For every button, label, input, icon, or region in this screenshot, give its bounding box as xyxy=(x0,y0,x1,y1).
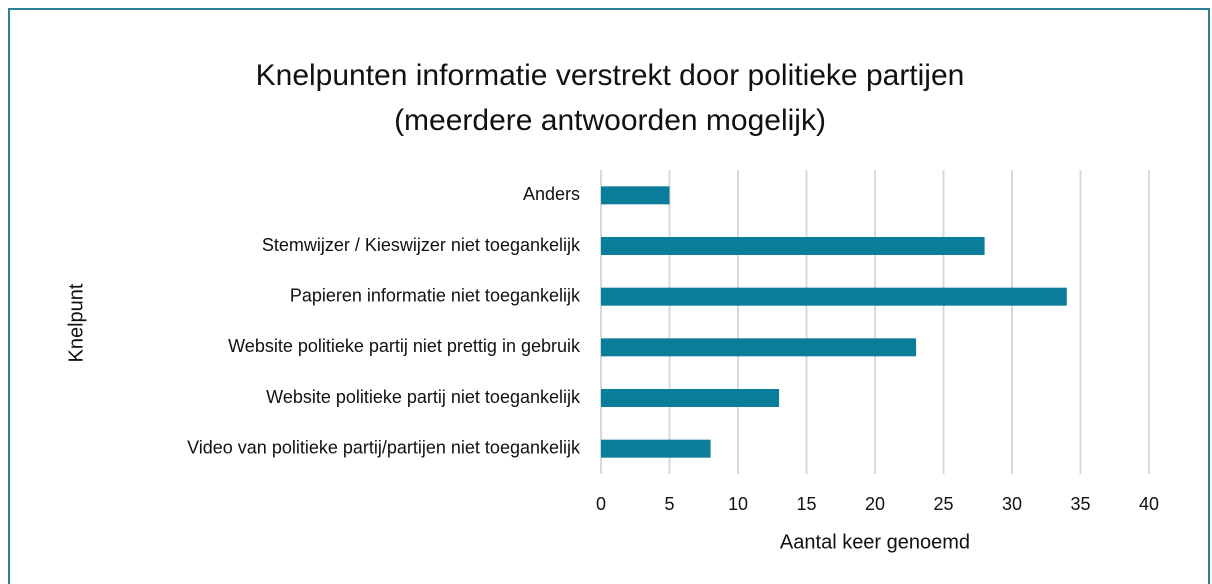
bar xyxy=(601,338,917,357)
y-axis-label: Knelpunt xyxy=(65,283,87,362)
bar xyxy=(601,237,985,255)
x-tick-label: 0 xyxy=(596,494,606,514)
y-tick-label: Website politieke partij niet prettig in… xyxy=(228,336,581,356)
y-tick-label: Video van politieke partij/partijen niet… xyxy=(187,437,581,457)
x-tick-label: 5 xyxy=(664,494,674,514)
y-tick-label: Anders xyxy=(523,184,580,204)
chart-title: Knelpunten informatie verstrekt door pol… xyxy=(256,59,965,92)
x-tick-label: 15 xyxy=(796,494,816,514)
y-tick-label: Stemwijzer / Kieswijzer niet toegankelij… xyxy=(262,235,581,255)
bar xyxy=(601,287,1067,306)
x-tick-label: 30 xyxy=(1002,494,1022,514)
x-tick-label: 40 xyxy=(1139,494,1159,514)
x-tick-label: 10 xyxy=(728,494,748,514)
x-tick-label: 25 xyxy=(933,494,953,514)
x-tick-label: 20 xyxy=(865,494,885,514)
x-tick-label: 35 xyxy=(1070,494,1090,514)
chart-subtitle: (meerdere antwoorden mogelijk) xyxy=(394,104,826,137)
bar xyxy=(601,389,780,407)
bar xyxy=(601,439,711,458)
y-tick-label: Papieren informatie niet toegankelijk xyxy=(290,285,581,305)
x-axis-label: Aantal keer genoemd xyxy=(780,531,970,553)
y-tick-label: Website politieke partij niet toegankeli… xyxy=(266,387,581,407)
bar xyxy=(601,186,670,205)
